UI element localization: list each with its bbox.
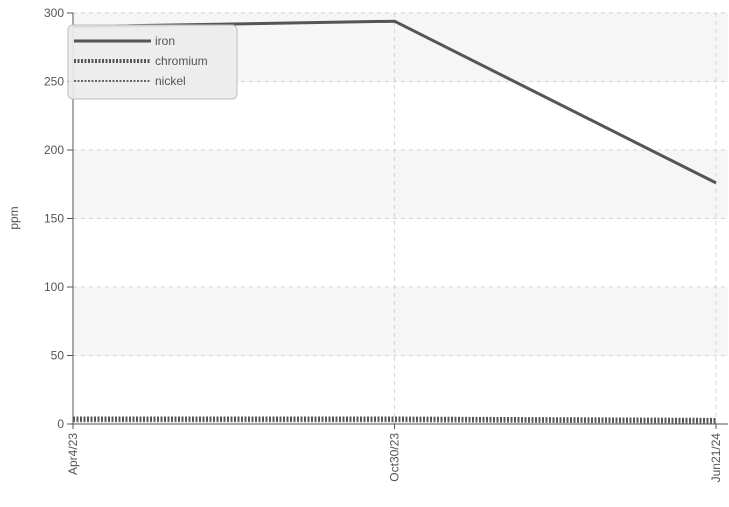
legend-label-chromium: chromium: [155, 54, 208, 68]
y-axis-label: ppm: [7, 206, 21, 229]
gridlines: [72, 12, 728, 424]
legend: iron chromium nickel: [67, 24, 238, 100]
tick-labels: 0 50 100 150 200 250 300 Apr4/23 Oct30/23 Jun21/2…: [44, 6, 723, 482]
series-line-nickel: [73, 420, 717, 424]
y-tick-label: 300: [44, 6, 64, 20]
plot-band: [73, 150, 728, 219]
series-line-chromium: [73, 416, 717, 422]
plot-band: [73, 287, 728, 356]
y-tick-label: 0: [57, 417, 64, 431]
x-tick-label: Jun21/24: [709, 433, 723, 483]
y-tick-label: 250: [44, 75, 64, 89]
x-tick-label: Apr4/23: [66, 433, 80, 475]
y-tick-label: 50: [51, 349, 65, 363]
y-tick-label: 150: [44, 212, 64, 226]
y-tick-label: 100: [44, 280, 64, 294]
legend-label-iron: iron: [155, 34, 175, 48]
legend-label-nickel: nickel: [155, 74, 186, 88]
x-tick-label: Oct30/23: [388, 433, 402, 482]
y-tick-label: 200: [44, 143, 64, 157]
